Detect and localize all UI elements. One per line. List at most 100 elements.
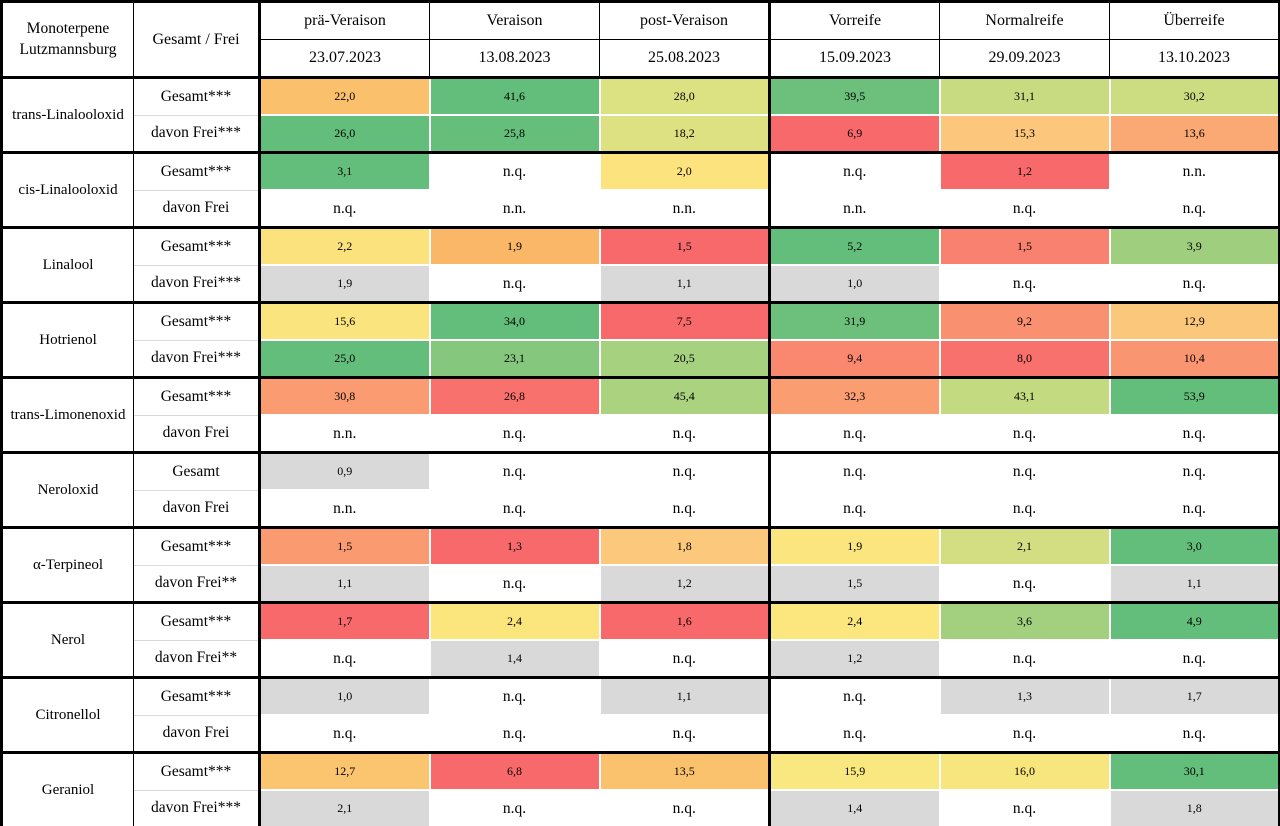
corner-title-line1: Monoterpene — [26, 19, 110, 37]
row-label: Gesamt*** — [133, 302, 261, 341]
column-header-vorreife: Vorreife — [769, 1, 940, 40]
value-cell: n.n. — [428, 189, 601, 229]
value-cell: n.n. — [598, 189, 771, 229]
value-cell: 3,6 — [938, 601, 1111, 641]
value-cell: n.q. — [768, 489, 941, 529]
row-label: davon Frei*** — [133, 789, 261, 826]
value-cell: n.q. — [1108, 489, 1280, 529]
compound-name: Nerol — [1, 602, 134, 679]
column-header-normalreife: Normalreife — [939, 1, 1110, 40]
value-cell: 1,3 — [428, 526, 601, 566]
value-cell: 2,4 — [768, 601, 941, 641]
value-cell: 8,0 — [938, 339, 1111, 379]
value-cell: n.q. — [938, 564, 1111, 604]
row-header-gesamt-frei: Gesamt / Frei — [133, 1, 261, 79]
value-cell: 1,4 — [768, 789, 941, 826]
value-cell: n.q. — [768, 676, 941, 716]
value-cell: 2,0 — [598, 151, 771, 191]
column-date-6: 13.10.2023 — [1109, 39, 1280, 79]
value-cell: n.q. — [428, 414, 601, 454]
table-row: Linalool Gesamt*** 2,2 1,9 1,5 5,2 1,5 3,9 — [1, 226, 1280, 304]
value-cell: 1,2 — [768, 639, 941, 679]
value-cell: 22,0 — [258, 76, 431, 116]
value-cell: n.q. — [1108, 414, 1280, 454]
value-cell: n.q. — [428, 564, 601, 604]
value-cell: n.n. — [258, 489, 431, 529]
value-cell: 2,1 — [258, 789, 431, 826]
table-header: Monoterpene Lutzmannsburg Gesamt / Frei … — [1, 1, 1280, 79]
value-cell: 5,2 — [768, 226, 941, 266]
value-cell: 30,1 — [1108, 751, 1280, 791]
table-row: trans-Limonenoxid Gesamt*** 30,8 26,8 45,4 32… — [1, 376, 1280, 454]
value-cell: 25,8 — [428, 114, 601, 154]
table-row: Nerol Gesamt*** 1,7 2,4 1,6 2,4 3,6 4,9 — [1, 601, 1280, 679]
row-label: davon Frei — [133, 714, 261, 754]
value-cell: n.q. — [598, 714, 771, 754]
value-cell: 2,4 — [428, 601, 601, 641]
value-cell: n.q. — [938, 414, 1111, 454]
value-cell: n.q. — [938, 639, 1111, 679]
value-cell: n.q. — [768, 451, 941, 491]
value-cell: 0,9 — [258, 451, 431, 491]
value-cell: 1,6 — [598, 601, 771, 641]
value-cell: n.q. — [428, 151, 601, 191]
header-row-dates: 23.07.2023 13.08.2023 25.08.2023 15.09.2… — [2, 39, 1280, 79]
value-cell: 2,1 — [938, 526, 1111, 566]
value-cell: 2,2 — [258, 226, 431, 266]
value-cell: n.q. — [1108, 189, 1280, 229]
value-cell: n.q. — [258, 189, 431, 229]
row-label: Gesamt*** — [133, 377, 261, 416]
value-cell: n.q. — [598, 489, 771, 529]
value-cell: 43,1 — [938, 376, 1111, 416]
column-date-5: 29.09.2023 — [939, 39, 1110, 79]
value-cell: 1,1 — [1108, 564, 1280, 604]
value-cell: n.q. — [768, 151, 941, 191]
row-label: davon Frei*** — [133, 339, 261, 379]
value-cell: n.q. — [598, 789, 771, 826]
column-date-4: 15.09.2023 — [769, 39, 940, 79]
value-cell: 12,9 — [1108, 301, 1280, 341]
value-cell: 1,7 — [1108, 676, 1280, 716]
value-cell: 6,8 — [428, 751, 601, 791]
corner-title: Monoterpene Lutzmannsburg — [1, 1, 134, 79]
column-date-3: 25.08.2023 — [599, 39, 771, 79]
value-cell: 1,9 — [258, 264, 431, 304]
value-cell: 34,0 — [428, 301, 601, 341]
compound-name: Geraniol — [1, 752, 134, 826]
value-cell: n.q. — [428, 789, 601, 826]
value-cell: 1,0 — [768, 264, 941, 304]
value-cell: 1,9 — [428, 226, 601, 266]
value-cell: n.q. — [428, 264, 601, 304]
value-cell: n.q. — [598, 639, 771, 679]
value-cell: 1,0 — [258, 676, 431, 716]
value-cell: 13,5 — [598, 751, 771, 791]
value-cell: 1,2 — [938, 151, 1111, 191]
value-cell: 1,4 — [428, 639, 601, 679]
value-cell: 6,9 — [768, 114, 941, 154]
row-label: Gesamt*** — [133, 752, 261, 791]
value-cell: 1,5 — [768, 564, 941, 604]
column-date-1: 23.07.2023 — [259, 39, 430, 79]
row-label: davon Frei*** — [133, 264, 261, 304]
row-label: davon Frei — [133, 414, 261, 454]
value-cell: 1,1 — [258, 564, 431, 604]
value-cell: 45,4 — [598, 376, 771, 416]
table-row: α-Terpineol Gesamt*** 1,5 1,3 1,8 1,9 2,1 3,0 — [1, 526, 1280, 604]
table-row: Geraniol Gesamt*** 12,7 6,8 13,5 15,9 16,0 30,1 — [1, 751, 1280, 826]
value-cell: n.q. — [1108, 451, 1280, 491]
value-cell: n.n. — [768, 189, 941, 229]
value-cell: n.q. — [598, 414, 771, 454]
value-cell: n.q. — [428, 451, 601, 491]
value-cell: 18,2 — [598, 114, 771, 154]
value-cell: n.n. — [258, 414, 431, 454]
compound-name: α-Terpineol — [1, 527, 134, 604]
value-cell: n.q. — [428, 714, 601, 754]
value-cell: 4,9 — [1108, 601, 1280, 641]
value-cell: n.q. — [258, 714, 431, 754]
table-row: davon Frei*** 2,1 n.q. n.q. 1,4 n.q. 1,8 — [2, 789, 1280, 826]
value-cell: n.q. — [938, 264, 1111, 304]
value-cell: 15,9 — [768, 751, 941, 791]
value-cell: 13,6 — [1108, 114, 1280, 154]
